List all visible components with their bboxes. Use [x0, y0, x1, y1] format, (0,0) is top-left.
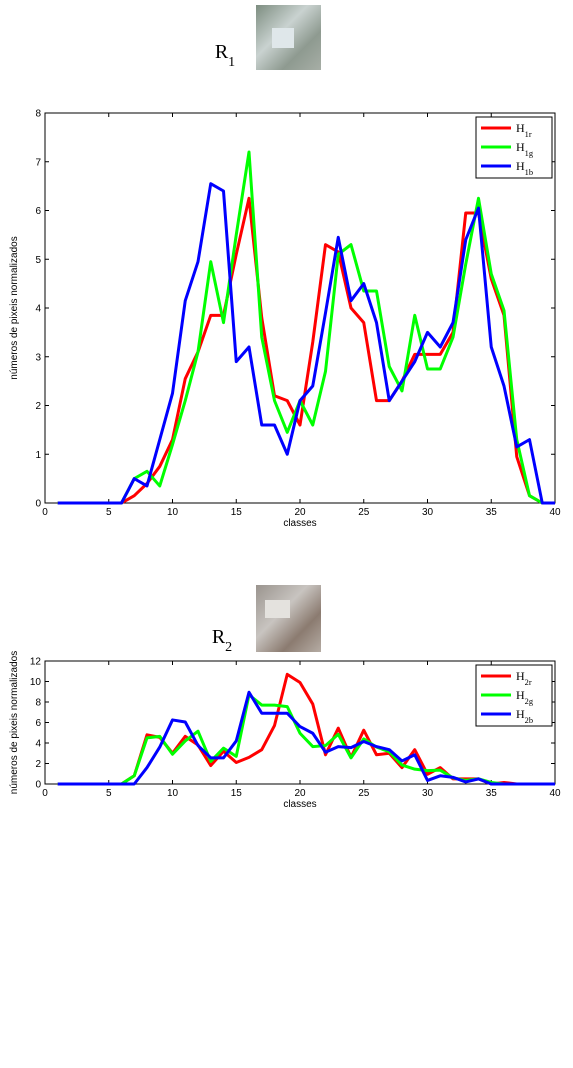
- panel-label: R1: [215, 41, 235, 70]
- y-tick-label: 0: [35, 499, 41, 510]
- y-tick-label: 6: [35, 206, 41, 217]
- y-tick-label: 6: [35, 718, 41, 729]
- y-axis-label: números de pixeis normalizados: [9, 651, 20, 794]
- x-tick-label: 5: [106, 507, 112, 518]
- y-tick-label: 4: [35, 304, 41, 315]
- y-tick-label: 2: [35, 401, 41, 412]
- y-tick-label: 2: [35, 759, 41, 770]
- x-tick-label: 25: [358, 788, 370, 799]
- y-tick-label: 8: [35, 109, 41, 120]
- y-tick-label: 7: [35, 157, 41, 168]
- x-tick-label: 35: [486, 788, 498, 799]
- x-tick-label: 0: [42, 788, 48, 799]
- plot-area: [44, 112, 556, 504]
- x-tick-label: 0: [42, 507, 48, 518]
- y-tick-label: 1: [35, 450, 41, 461]
- x-axis-label: classes: [283, 799, 316, 810]
- x-tick-label: 35: [486, 507, 498, 518]
- x-tick-label: 40: [549, 507, 561, 518]
- y-tick-label: 12: [30, 657, 42, 668]
- x-tick-label: 20: [294, 788, 306, 799]
- x-tick-label: 40: [549, 788, 561, 799]
- x-tick-label: 10: [167, 788, 179, 799]
- x-tick-label: 30: [422, 788, 434, 799]
- x-tick-label: 15: [231, 788, 243, 799]
- y-tick-label: 10: [30, 677, 42, 688]
- x-axis-label: classes: [283, 518, 316, 529]
- series-line: [57, 182, 555, 505]
- thumbnail-detail: [272, 28, 294, 48]
- x-tick-label: 25: [358, 507, 370, 518]
- thumbnail-detail: [265, 600, 290, 618]
- series-line: [57, 196, 555, 505]
- y-tick-label: 4: [35, 739, 41, 750]
- x-tick-label: 10: [167, 507, 179, 518]
- panel-label: R2: [212, 626, 232, 655]
- thumbnail: [256, 585, 321, 652]
- series-line: [57, 690, 555, 786]
- y-tick-label: 3: [35, 352, 41, 363]
- x-tick-label: 15: [231, 507, 243, 518]
- series-line: [57, 150, 555, 505]
- x-tick-label: 5: [106, 788, 112, 799]
- y-tick-label: 8: [35, 698, 41, 709]
- x-tick-label: 30: [422, 507, 434, 518]
- y-tick-label: 5: [35, 255, 41, 266]
- x-tick-label: 20: [294, 507, 306, 518]
- y-tick-label: 0: [35, 780, 41, 791]
- y-axis-label: números de pixeis normalizados: [9, 236, 20, 379]
